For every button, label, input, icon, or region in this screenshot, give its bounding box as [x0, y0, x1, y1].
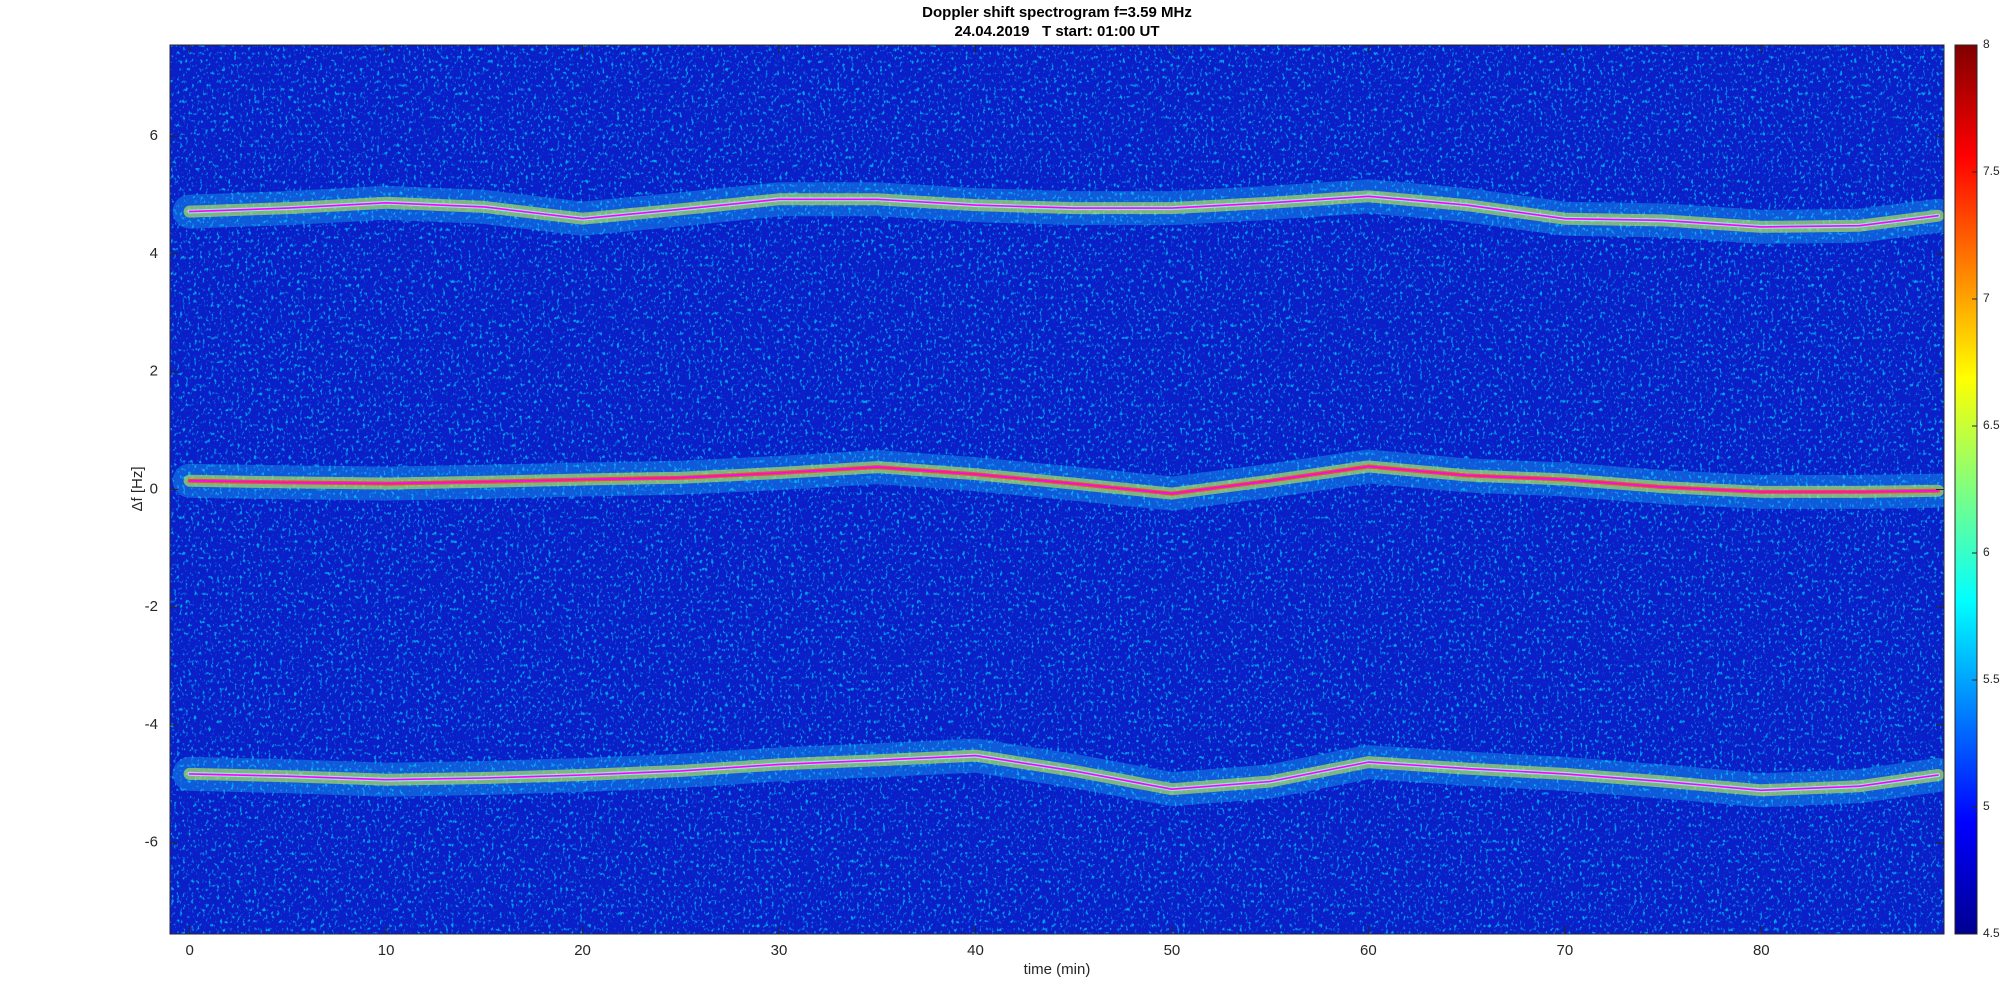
x-tick-label: 70 [1556, 942, 1573, 959]
chart-title: Doppler shift spectrogram f=3.59 MHz [922, 4, 1192, 21]
x-tick-label: 40 [967, 942, 984, 959]
trace-line [188, 754, 1939, 792]
y-tick-label: -6 [145, 834, 158, 851]
colorbar-tick-label: 7 [1983, 291, 1990, 305]
trace-line [188, 465, 1939, 495]
y-tick-label: -4 [145, 716, 158, 733]
x-axis-label: time (min) [1024, 961, 1091, 978]
x-tick-label: 60 [1360, 942, 1377, 959]
colorbar-tick-label: 6 [1983, 545, 1990, 559]
colorbar-tick-label: 4.5 [1983, 926, 2000, 940]
colorbar-tick-label: 8 [1983, 37, 1990, 51]
x-tick-label: 80 [1753, 942, 1770, 959]
y-tick-label: -2 [145, 598, 158, 615]
colorbar-tick-label: 5 [1983, 799, 1990, 813]
y-tick-label: 0 [150, 480, 158, 497]
y-axis-label: Δf [Hz] [129, 466, 146, 511]
y-tick-label: 6 [150, 127, 158, 144]
x-tick-label: 10 [378, 942, 395, 959]
y-tick-label: 4 [150, 245, 158, 262]
traces [172, 179, 1944, 808]
colorbar-tick-label: 6.5 [1983, 418, 2000, 432]
trace-line [188, 195, 1939, 228]
x-tick-label: 0 [185, 942, 193, 959]
colorbar-tick-label: 5.5 [1983, 672, 2000, 686]
colorbar-tick-label: 7.5 [1983, 164, 2000, 178]
x-tick-label: 50 [1164, 942, 1181, 959]
x-tick-label: 20 [574, 942, 591, 959]
chart-subtitle: 24.04.2019 T start: 01:00 UT [954, 23, 1159, 40]
colorbar [1954, 44, 1978, 935]
y-tick-label: 2 [150, 363, 158, 380]
x-tick-label: 30 [771, 942, 788, 959]
